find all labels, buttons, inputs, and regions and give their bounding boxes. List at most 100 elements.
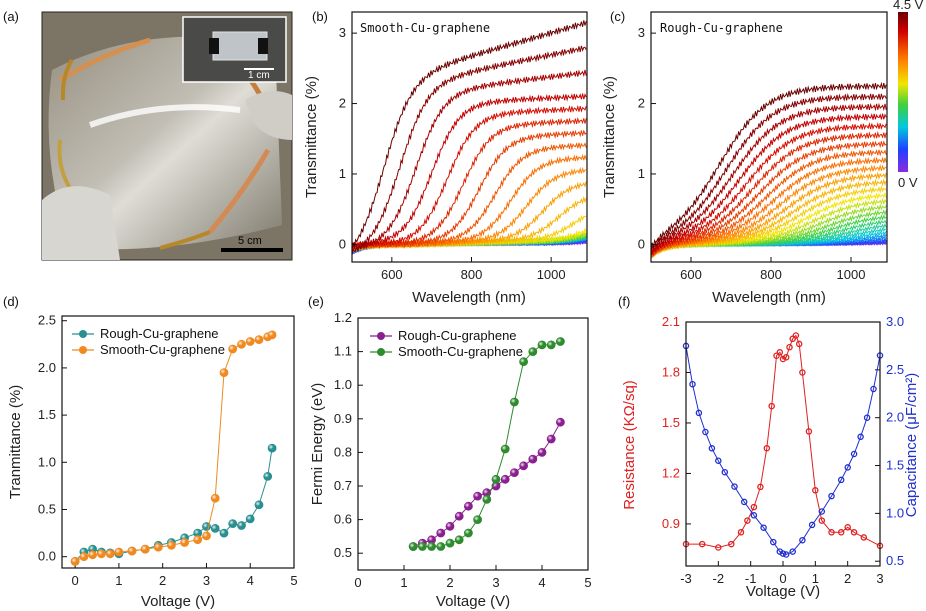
panel-d-y-tick-label: 1.5: [38, 407, 56, 422]
x-axis-label-f: Voltage (V): [746, 583, 820, 600]
panel-f-y-right-tick-label: 2.5: [886, 362, 904, 377]
panel-b-y-tick-label: 3: [339, 25, 346, 40]
legend-item-e-smooth: Smooth-Cu-graphene: [398, 344, 523, 359]
panel-f-point: [860, 534, 868, 541]
panel-d-point-highlight: [106, 549, 115, 558]
panel-d-point-highlight: [255, 335, 263, 344]
panel-d-point-highlight: [246, 514, 255, 523]
panel-d-point-highlight: [180, 538, 189, 547]
panel-d-point-highlight: [237, 521, 246, 530]
panel-c-spectrum-3.72V: [650, 130, 887, 257]
panel-e-y-tick-label: 0.6: [334, 512, 352, 527]
panel-d-point-highlight: [193, 529, 202, 538]
panel-label-b: (b): [312, 9, 328, 24]
panel-e-y-tick-label: 1.0: [334, 377, 352, 392]
panel-e-point-highlight: [501, 445, 510, 453]
scale-bar: 5 cm: [221, 235, 283, 252]
panel-e: (e) 0 1 2 3 4 5 0.5 0.6 0.7 0.8 0.9 1.0 1.1 1.2 Volta…: [308, 294, 592, 610]
panel-c-y-tick-label: 2: [638, 96, 645, 111]
panel-e-point-highlight: [409, 542, 418, 551]
panel-f-y-right-tick-label: 1.5: [886, 458, 904, 473]
panel-d-y-tick-label: 1.0: [38, 454, 56, 469]
panel-d-point-highlight: [228, 519, 237, 528]
panel-f-point: [786, 343, 793, 351]
panel-f-point: [698, 540, 706, 548]
panel-f-point: [857, 433, 864, 441]
panel-b-spectrum-3.41V: [351, 142, 587, 250]
panel-d-point-highlight: [88, 550, 97, 559]
panel-f-series-line-0: [686, 334, 881, 549]
panel-b-y-tick-label: 2: [339, 96, 346, 111]
legend-d: Rough-Cu-graphene Smooth-Cu-graphene: [72, 326, 225, 357]
plot-frame-b: [351, 11, 588, 263]
panel-d-point-highlight: [268, 330, 277, 339]
panel-e-y-tick-label: 0.7: [334, 478, 352, 493]
panel-b-spectrum-4.50V: [351, 20, 587, 250]
panel-e-point-highlight: [510, 398, 519, 406]
panel-d-y-tick-label: 0.5: [38, 501, 56, 516]
panel-d-y-tick-label: 2.0: [38, 360, 56, 375]
panel-e-point-highlight: [446, 539, 454, 548]
panel-d-point-highlight: [193, 535, 202, 544]
panel-f-point: [828, 492, 835, 500]
legend-marker-e-smooth: [377, 348, 385, 356]
panel-c-spectrum-4.03V: [650, 113, 887, 255]
panel-f-point: [782, 354, 790, 361]
panel-label-a: (a): [3, 9, 19, 24]
panel-e-point-highlight: [547, 340, 556, 349]
panel-f-point: [850, 450, 858, 458]
panel-f-x-tick-label: -2: [713, 571, 725, 586]
panel-e-point-highlight: [538, 340, 546, 349]
panel-e-x-tick-label: 5: [584, 575, 591, 590]
panel-c-spectrum-3.88V: [650, 122, 887, 255]
panel-c-x-tick-label: 1000: [837, 267, 866, 282]
panel-d-x-tick-label: 1: [115, 573, 122, 588]
legend-item-d-rough: Rough-Cu-graphene: [100, 326, 219, 341]
x-axis-label-b: Wavelength (nm): [412, 289, 526, 306]
panel-f-point: [808, 521, 816, 529]
panel-e-point-highlight: [455, 535, 464, 544]
panel-e-point-highlight: [556, 337, 565, 346]
panel-f-y-right-tick-label: 1.0: [886, 505, 904, 520]
panel-d-point-highlight: [97, 549, 106, 558]
panel-d-point-highlight: [141, 545, 150, 554]
panel-d-point-highlight: [220, 368, 228, 377]
panel-b-spectrum-4.19V: [351, 69, 587, 253]
panel-f-point: [773, 352, 780, 359]
panel-f-y-tick-label: 2.1: [662, 314, 680, 329]
panel-e-x-tick-label: 4: [538, 575, 545, 590]
panel-e-point-highlight: [519, 461, 528, 470]
panel-b-x-tick-label: 1000: [537, 267, 566, 282]
legend-marker-e-rough: [377, 332, 385, 340]
panel-d-point-highlight: [167, 541, 176, 550]
panel-e-point-highlight: [528, 347, 537, 356]
panel-e-y-tick-label: 1.1: [334, 344, 352, 359]
panel-d-point-highlight: [154, 543, 163, 552]
panel-e-y-tick-label: 0.9: [334, 411, 352, 426]
panel-e-y-tick-label: 1.2: [334, 310, 352, 325]
panel-e-point-highlight: [510, 468, 519, 477]
plot-frame-c: [650, 11, 888, 263]
panel-f-point: [731, 483, 738, 490]
panel-d-y-tick-label: 0.0: [38, 549, 56, 564]
panel-f-point: [870, 385, 877, 393]
panel-f-point: [812, 487, 819, 494]
panel-f-point: [776, 349, 784, 356]
x-axis-label-c: Wavelength (nm): [712, 289, 826, 306]
panel-e-x-tick-label: 2: [446, 575, 453, 590]
panel-f-y-right-tick-label: 3.0: [886, 314, 904, 329]
panel-d-point-highlight: [220, 529, 228, 538]
panel-c-y-tick-label: 3: [638, 25, 645, 40]
panel-e-point-highlight: [492, 475, 500, 484]
panel-f-y-tick-label: 0.9: [662, 516, 680, 531]
legend-marker-d-rough: [79, 330, 87, 338]
panel-label-f: (f): [618, 294, 630, 309]
x-axis-label-d: Voltage (V): [141, 593, 215, 610]
y-axis-label-e: Fermi Energy (eV): [309, 383, 326, 506]
panel-d: (d) 0 1 2 3 4 5 0.0 0.5 1.0 1.5 2.0 2.5 Voltage (V)…: [3, 294, 298, 610]
panel-c-y-tick-label: 1: [638, 166, 645, 181]
plot-area-c: [650, 81, 887, 259]
panel-e-point-highlight: [455, 512, 464, 521]
panel-d-point-highlight: [202, 531, 211, 540]
panel-e-y-tick-label: 0.8: [334, 444, 352, 459]
